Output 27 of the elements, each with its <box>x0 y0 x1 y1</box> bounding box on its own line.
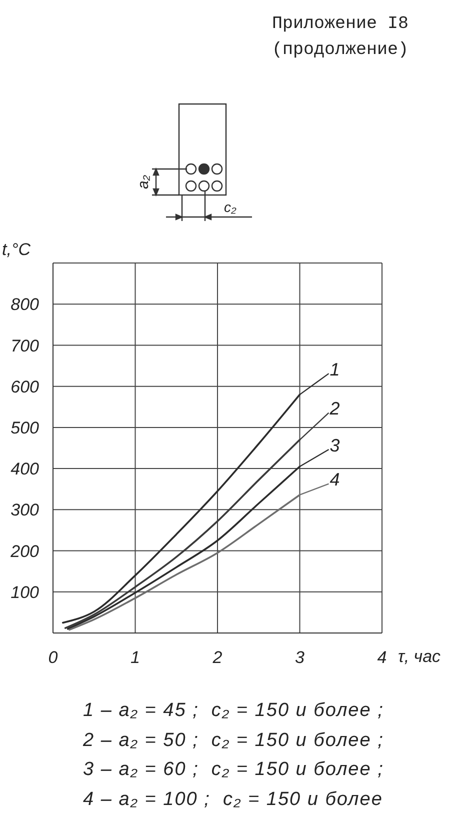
text: 3 – a₂ = 60 ; c₂ = 150 и более ; <box>83 759 384 781</box>
chart-title: Приложение I8 <box>272 14 409 34</box>
text: a₂ <box>135 174 152 190</box>
x-tick-label: 2 <box>212 648 223 668</box>
chart-subtitle: (продолжение) <box>272 40 409 60</box>
series-label: 1 <box>330 359 340 380</box>
y-tick-label: 100 <box>10 582 40 602</box>
series-label: 3 <box>330 435 340 456</box>
y-tick-label: 200 <box>10 542 40 561</box>
text: c₂ <box>224 199 237 215</box>
y-tick-label: 600 <box>10 377 40 396</box>
y-tick-label: 700 <box>10 336 40 356</box>
y-tick-label: 300 <box>10 500 40 520</box>
y-tick-label: 500 <box>10 418 40 438</box>
y-tick-label: 800 <box>10 295 40 314</box>
x-axis-title: τ, час <box>398 647 441 667</box>
text: 2 – a₂ = 50 ; c₂ = 150 и более ; <box>83 730 384 752</box>
text: 2 <box>328 398 340 419</box>
text: 4 – a₂ = 100 ; c₂ = 150 и более <box>83 788 383 810</box>
y-axis-title: t,°C <box>2 240 31 260</box>
y-tick-label: 400 <box>10 460 40 479</box>
series-label: 4 <box>330 470 340 490</box>
x-tick-label: 1 <box>130 648 140 668</box>
x-tick-label: 3 <box>295 648 306 668</box>
x-tick-label: 4 <box>377 648 387 668</box>
text: 1 – a₂ = 45 ; c₂ = 150 и более ; <box>83 700 384 722</box>
x-tick-label: 0 <box>48 648 58 668</box>
